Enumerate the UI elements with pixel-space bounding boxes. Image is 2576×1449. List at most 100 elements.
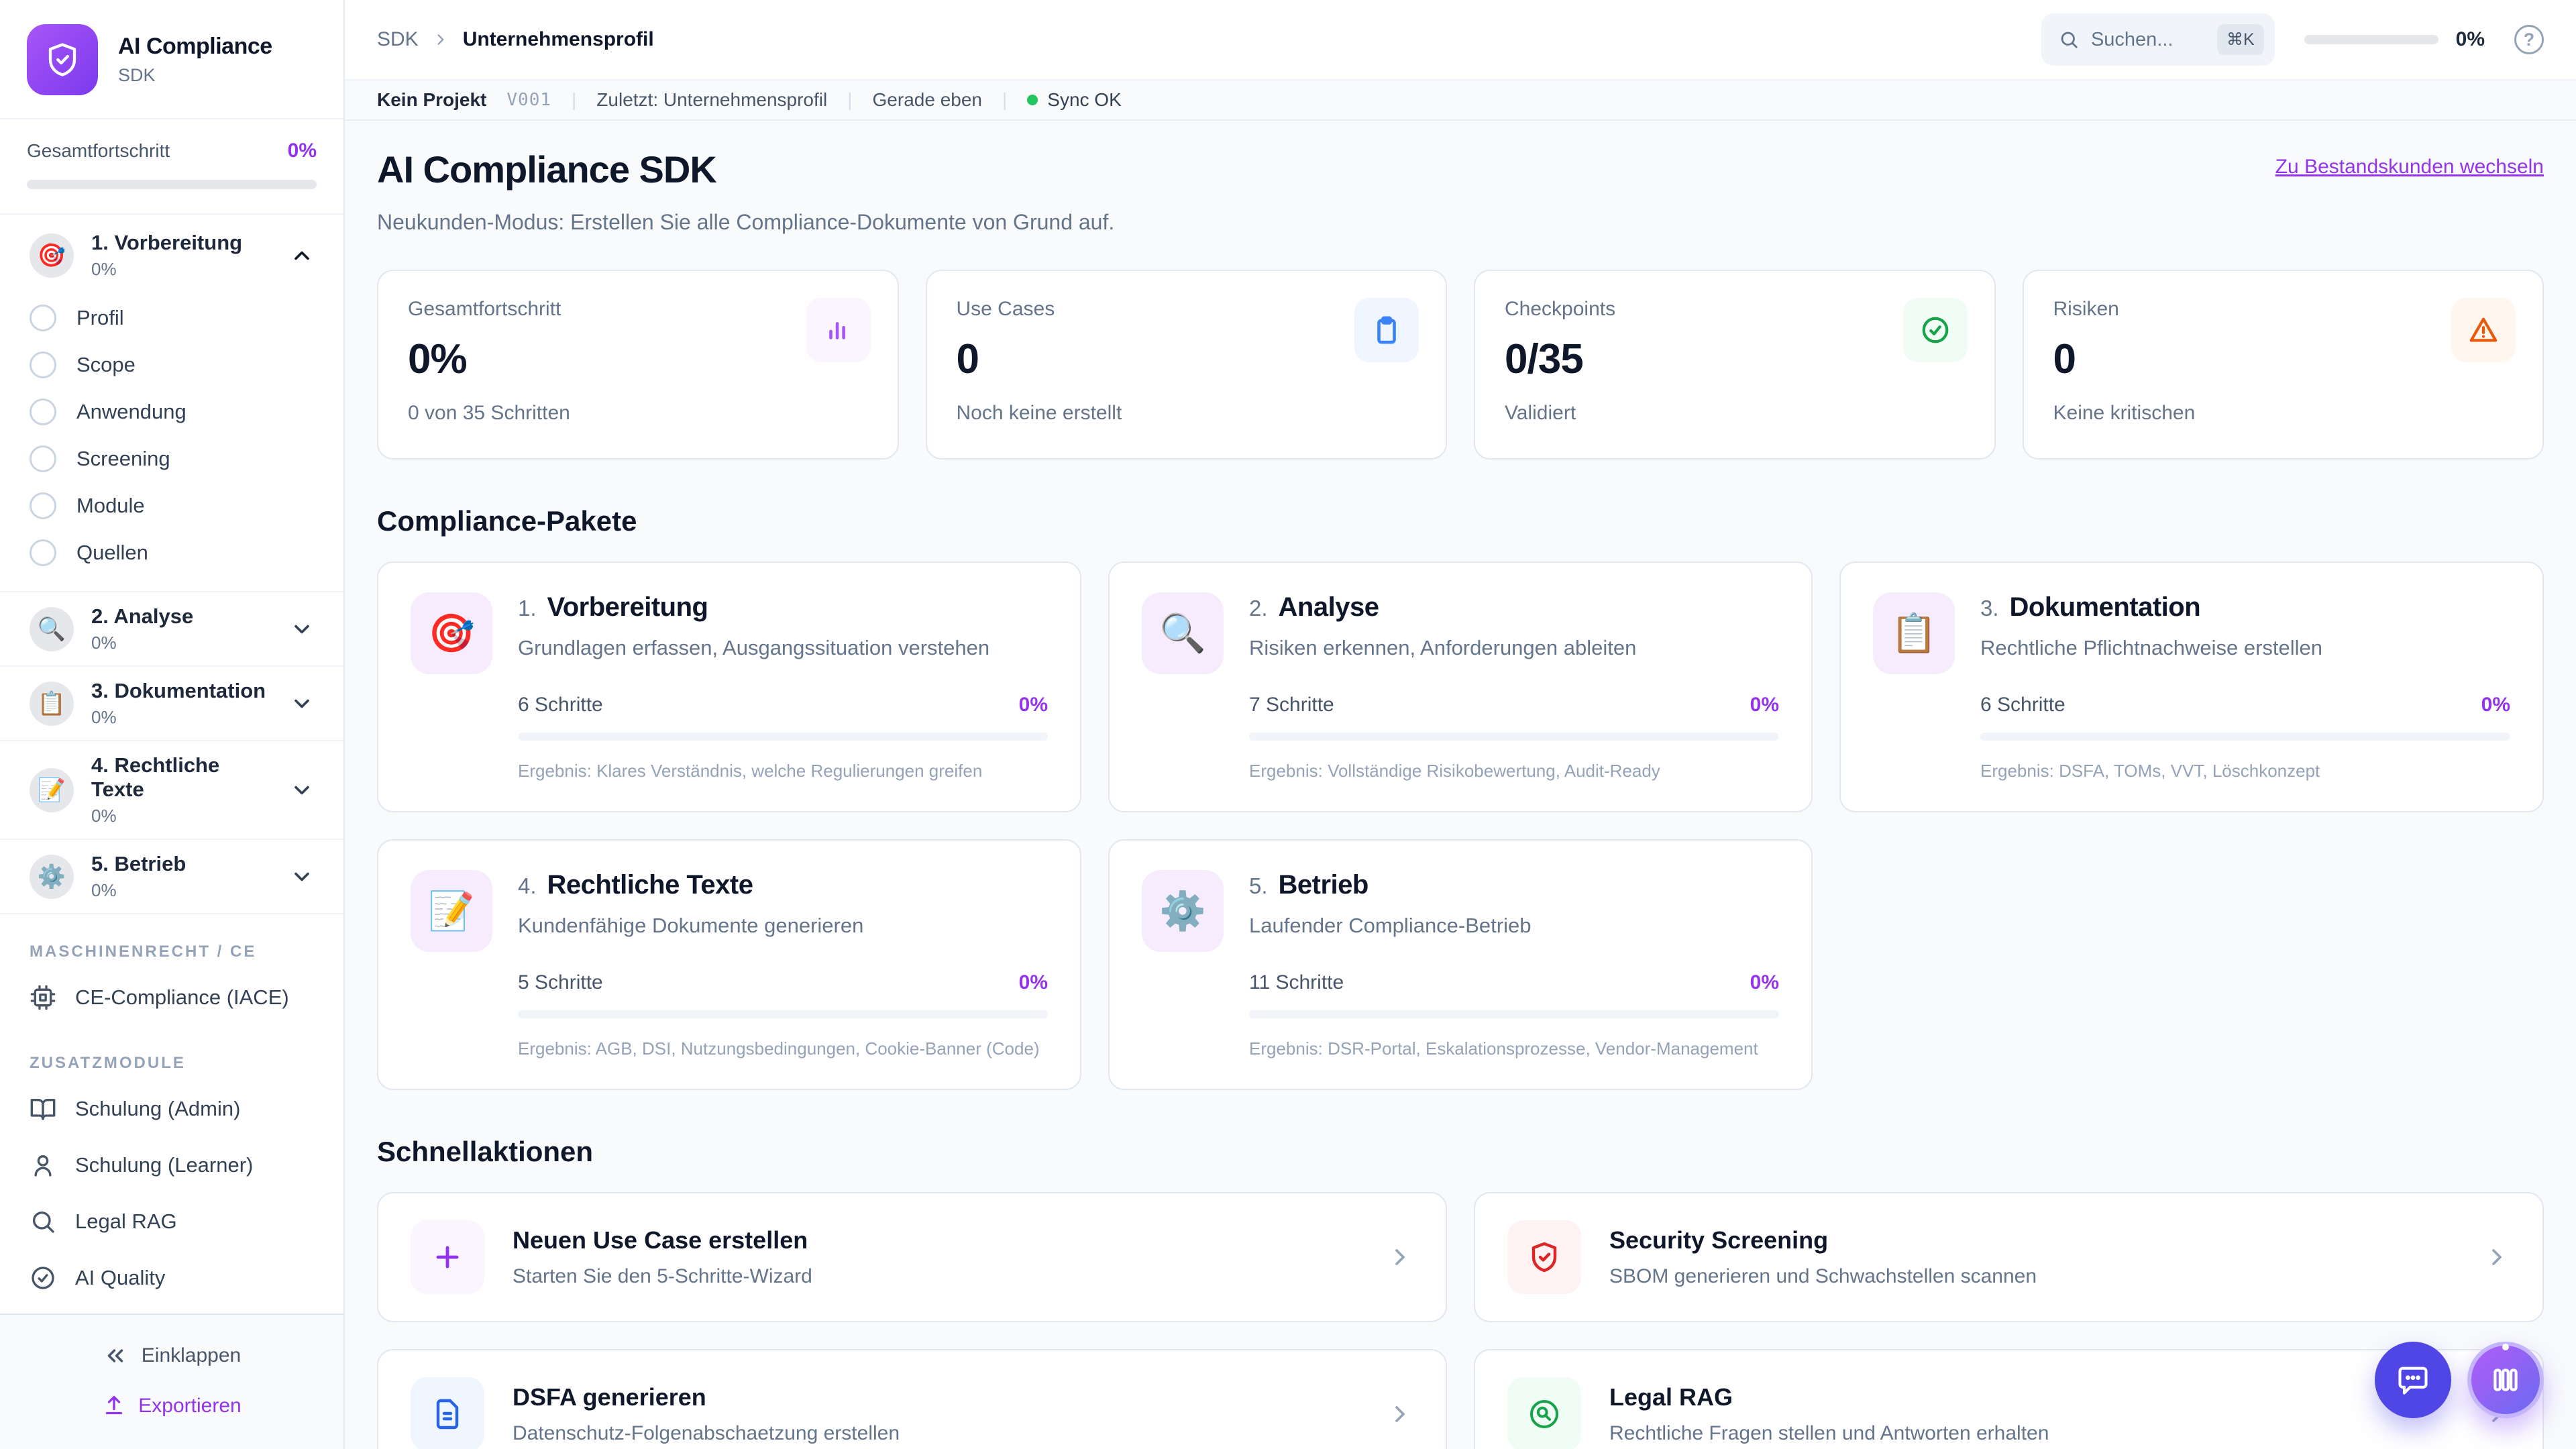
package-card-vorbereitung[interactable]: 🎯 1. Vorbereitung Grundlagen erfassen, A…: [377, 561, 1081, 812]
sidebar-item-schulung-learner[interactable]: Schulung (Learner): [0, 1137, 343, 1193]
chat-fab-button[interactable]: [2375, 1342, 2451, 1418]
check-circle-icon: [30, 1265, 56, 1291]
sidebar-nav: 🎯 1. Vorbereitung 0% Profil Scope: [0, 215, 343, 1313]
quick-action-cards: Neuen Use Case erstellen Starten Sie den…: [377, 1192, 2544, 1449]
sidebar-item-screening[interactable]: Screening: [0, 435, 343, 482]
sidebar-item-ce-compliance[interactable]: CE-Compliance (IACE): [0, 969, 343, 1026]
collapse-sidebar-button[interactable]: Einklappen: [103, 1343, 241, 1368]
search-input[interactable]: [2090, 28, 2205, 51]
package-description: Risiken erkennen, Anforderungen ableiten: [1249, 636, 1637, 659]
topbar-progress-bar: [2304, 35, 2438, 44]
divider: |: [1002, 89, 1008, 110]
child-label: Module: [76, 494, 145, 517]
stat-label: Gesamtfortschritt: [408, 298, 561, 320]
topbar-progress-value: 0%: [2455, 28, 2485, 50]
action-dsfa-generieren[interactable]: DSFA generieren Datenschutz-Folgenabscha…: [377, 1349, 1447, 1449]
stat-card-risiken: Risiken 0 Keine kritischen: [2022, 270, 2544, 460]
step-circle-icon: [30, 305, 56, 331]
package-card-rechtliche-texte[interactable]: 📝 4. Rechtliche Texte Kundenfähige Dokum…: [377, 839, 1081, 1090]
stat-card-checkpoints: Checkpoints 0/35 Validiert: [1474, 270, 1996, 460]
package-percent: 0%: [1750, 971, 1779, 994]
sidebar-item-anwendung[interactable]: Anwendung: [0, 388, 343, 435]
search-box[interactable]: ⌘K: [2041, 13, 2275, 66]
sidebar-item-legal-rag[interactable]: Legal RAG: [0, 1193, 343, 1250]
page-subtitle: Neukunden-Modus: Erstellen Sie alle Comp…: [377, 210, 1115, 234]
package-title: Rechtliche Texte: [547, 870, 753, 900]
sidebar-item-module[interactable]: Module: [0, 482, 343, 529]
breadcrumb-root[interactable]: SDK: [377, 28, 419, 50]
sidebar-item-quellen[interactable]: Quellen: [0, 529, 343, 576]
search-shortcut-badge: ⌘K: [2216, 24, 2264, 55]
target-emoji-icon: 🎯: [411, 592, 492, 674]
breadcrumb: SDK Unternehmensprofil: [377, 28, 654, 51]
phase-group-vorbereitung: 🎯 1. Vorbereitung 0% Profil Scope: [0, 219, 343, 591]
step-circle-icon: [30, 539, 56, 566]
time-status: Gerade eben: [872, 89, 982, 110]
child-label: Quellen: [76, 541, 148, 564]
package-percent: 0%: [1750, 694, 1779, 716]
package-card-betrieb[interactable]: ⚙️ 5. Betrieb Laufender Compliance-Betri…: [1108, 839, 1813, 1090]
step-circle-icon: [30, 492, 56, 519]
action-security-screening[interactable]: Security Screening SBOM generieren und S…: [1474, 1192, 2544, 1322]
chevron-right-icon: [2483, 1244, 2510, 1271]
package-number: 3.: [1980, 596, 1999, 621]
action-subtitle: Starten Sie den 5-Schritte-Wizard: [513, 1265, 812, 1287]
stat-card-gesamtfortschritt: Gesamtfortschritt 0% 0 von 35 Schritten: [377, 270, 899, 460]
package-steps: 7 Schritte: [1249, 694, 1334, 716]
target-emoji-icon: 🎯: [30, 233, 74, 278]
alert-triangle-icon: [2451, 298, 2516, 362]
package-description: Grundlagen erfassen, Ausgangssituation v…: [518, 636, 990, 659]
divider: |: [847, 89, 853, 110]
package-percent: 0%: [2481, 694, 2510, 716]
item-label: AI Quality: [75, 1266, 166, 1289]
divider: |: [572, 89, 577, 110]
export-button[interactable]: Exportieren: [102, 1394, 241, 1418]
chevron-down-icon: [290, 617, 314, 641]
app-logo: [27, 24, 98, 95]
sidebar-item-betrieb[interactable]: ⚙️ 5. Betrieb 0%: [0, 839, 343, 913]
sidebar-item-profil[interactable]: Profil: [0, 294, 343, 341]
phase-percent: 0%: [91, 633, 117, 653]
stat-value: 0%: [408, 336, 468, 382]
user-icon: [30, 1152, 56, 1179]
package-title: Dokumentation: [2009, 592, 2201, 622]
switch-mode-link[interactable]: Zu Bestandskunden wechseln: [2275, 156, 2544, 178]
sidebar-overall-progress: Gesamtfortschritt 0%: [0, 119, 343, 215]
topbar-progress: 0%: [2304, 28, 2485, 51]
panel-fab-button[interactable]: [2467, 1342, 2544, 1418]
package-progress-bar: [1249, 733, 1779, 741]
package-steps: 11 Schritte: [1249, 971, 1344, 994]
stat-sub: Noch keine erstellt: [956, 402, 1122, 424]
help-icon[interactable]: ?: [2514, 25, 2544, 54]
sidebar-item-rechtliche-texte[interactable]: 📝 4. Rechtliche Texte 0%: [0, 740, 343, 839]
sync-ok-dot-icon: [1027, 95, 1038, 105]
sidebar-footer: Einklappen Exportieren: [0, 1313, 343, 1449]
action-new-use-case[interactable]: Neuen Use Case erstellen Starten Sie den…: [377, 1192, 1447, 1322]
package-card-analyse[interactable]: 🔍 2. Analyse Risiken erkennen, Anforderu…: [1108, 561, 1813, 812]
sidebar-item-analyse[interactable]: 🔍 2. Analyse 0%: [0, 591, 343, 665]
chevrons-left-icon: [103, 1343, 128, 1368]
action-title: DSFA generieren: [513, 1383, 706, 1411]
package-card-dokumentation[interactable]: 📋 3. Dokumentation Rechtliche Pflichtnac…: [1839, 561, 2544, 812]
floating-buttons: [2375, 1342, 2544, 1418]
stat-sub: 0 von 35 Schritten: [408, 402, 570, 424]
child-label: Profil: [76, 306, 124, 329]
magnifier-emoji-icon: 🔍: [30, 606, 74, 651]
package-number: 5.: [1249, 873, 1268, 898]
package-progress-bar: [518, 1010, 1048, 1018]
package-steps: 5 Schritte: [518, 971, 603, 994]
search-icon: [30, 1208, 56, 1235]
action-legal-rag[interactable]: Legal RAG Rechtliche Fragen stellen und …: [1474, 1349, 2544, 1449]
topbar: SDK Unternehmensprofil ⌘K 0% ?: [345, 0, 2576, 79]
package-number: 2.: [1249, 596, 1268, 621]
sync-status: Sync OK: [1027, 89, 1122, 111]
sidebar-item-ai-quality[interactable]: AI Quality: [0, 1250, 343, 1306]
phase-percent: 0%: [91, 806, 117, 826]
sidebar-item-dokumentation[interactable]: 📋 3. Dokumentation 0%: [0, 665, 343, 740]
sidebar-item-schulung-admin[interactable]: Schulung (Admin): [0, 1081, 343, 1137]
sidebar-item-vorbereitung[interactable]: 🎯 1. Vorbereitung 0%: [0, 219, 343, 292]
phase-label: 3. Dokumentation: [91, 679, 266, 702]
package-title: Betrieb: [1278, 870, 1369, 900]
memo-emoji-icon: 📝: [411, 870, 492, 952]
sidebar-item-scope[interactable]: Scope: [0, 341, 343, 388]
